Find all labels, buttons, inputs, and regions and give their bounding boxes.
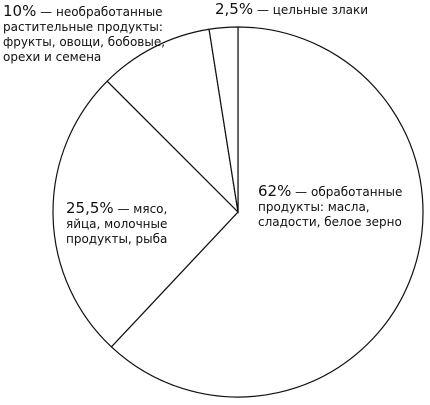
pie-slice — [52, 80, 239, 348]
category-label: — цельные злаки — [256, 3, 369, 17]
pie-slice — [106, 28, 239, 214]
pie-slice — [208, 26, 239, 213]
slice-label: 10% — необработанные растительные продук… — [3, 4, 171, 65]
category-label: — необработанные растительные продукты: … — [3, 5, 166, 64]
slice-label: 2,5% — цельные злаки — [215, 2, 425, 18]
value-label: 62% — [258, 182, 292, 200]
category-label: — мясо, яйца, молочные продукты, рыба — [66, 202, 168, 246]
value-label: 2,5% — [215, 0, 254, 18]
value-label: 25,5% — [66, 199, 114, 217]
value-label: 10% — [3, 2, 37, 20]
slice-label: 25,5% — мясо, яйца, молочные продукты, р… — [66, 201, 178, 247]
category-label: — обработанные продукты: масла, сладости… — [258, 185, 403, 229]
slice-label: 62% — обработанные продукты: масла, слад… — [258, 184, 408, 230]
pie-slice — [110, 26, 424, 398]
